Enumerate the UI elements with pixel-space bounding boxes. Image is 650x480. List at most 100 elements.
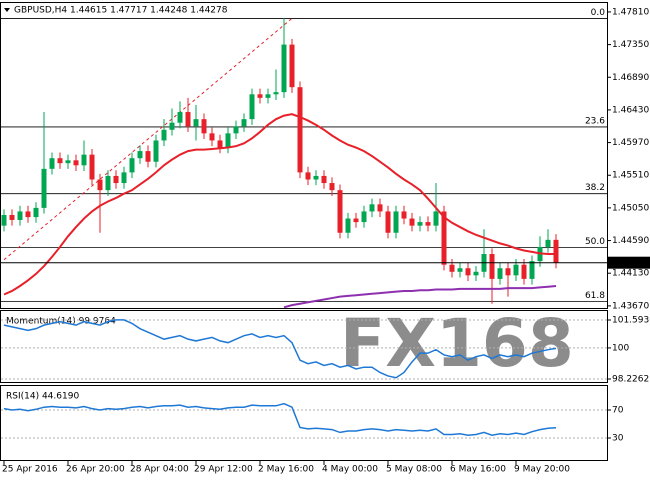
y-tick-label: 30 (612, 434, 624, 444)
fib-label: 0.0 (591, 8, 606, 18)
candle-body (377, 204, 383, 212)
candle-body (265, 94, 271, 98)
candle-body (313, 175, 319, 180)
candle-body (433, 211, 439, 226)
y-tick-label: 70 (612, 406, 624, 416)
candle-body (241, 119, 247, 127)
candle-body (385, 211, 391, 233)
last-price-label: 1.44278 (610, 258, 647, 268)
candle-body (401, 211, 407, 219)
y-tick-label: 1.44590 (612, 236, 649, 246)
rsi-panel (0, 385, 608, 461)
candle-body (193, 119, 199, 127)
candle-body (17, 211, 23, 220)
candle-body (369, 204, 375, 212)
x-tick-label: 2 May 16:00 (258, 465, 314, 475)
indicator-line (3, 113, 556, 296)
candle-body (1, 214, 7, 226)
x-tick-label: 4 May 00:00 (322, 465, 378, 475)
fib-label: 50.0 (585, 237, 605, 247)
candle-body (209, 133, 215, 141)
candle-body (513, 264, 519, 276)
candle-body (217, 140, 223, 148)
candle-body (337, 190, 343, 233)
candle-body (137, 151, 143, 159)
candle-body (305, 172, 311, 180)
candle-body (257, 94, 263, 98)
candle-body (129, 158, 135, 173)
candle-body (57, 158, 63, 164)
y-tick-label: 1.45050 (612, 203, 649, 213)
rsi-title: RSI(14) 44.6190 (6, 392, 79, 402)
candle-body (425, 222, 431, 226)
candle-body (177, 112, 183, 123)
fib-label: 23.6 (585, 116, 605, 126)
candle-body (457, 268, 463, 272)
candle-body (249, 94, 255, 120)
title-arrow (4, 8, 10, 12)
indicator-line (3, 319, 557, 379)
x-tick-label: 26 Apr 20:00 (66, 465, 125, 475)
fib-label: 38.2 (585, 183, 605, 193)
candle-body (329, 183, 335, 191)
watermark: FX168 (340, 305, 574, 382)
candle-body (505, 268, 511, 276)
x-tick-label: 6 May 16:00 (450, 465, 506, 475)
candle-body (473, 271, 479, 276)
candle-body (417, 222, 423, 226)
x-tick-label: 28 Apr 04:00 (130, 465, 189, 475)
main-panel (0, 2, 608, 309)
momentum-panel (0, 310, 608, 383)
candle-body (81, 154, 87, 166)
candle-body (41, 168, 47, 208)
candle-body (361, 211, 367, 223)
x-tick-label: 9 May 20:00 (514, 465, 570, 475)
candle-body (521, 264, 527, 279)
candle-body (25, 211, 31, 218)
fib-label: 61.8 (585, 291, 605, 301)
y-tick-label: 1.43670 (612, 301, 649, 311)
candle-body (289, 44, 295, 88)
candle-body (65, 160, 71, 164)
y-tick-label: 1.46890 (612, 73, 649, 83)
y-tick-label: 1.47810 (612, 7, 649, 17)
candle-body (465, 268, 471, 276)
y-tick-label: 100 (612, 343, 629, 353)
candle-body (161, 129, 167, 141)
y-tick-label: 1.47350 (612, 40, 649, 50)
chart-title: GBPUSD,H4 1.44615 1.47717 1.44248 1.4427… (14, 6, 228, 16)
watermark-layer: FX168 (340, 305, 574, 382)
candle-body (169, 122, 175, 130)
x-tick-label: 25 Apr 2016 (2, 465, 58, 475)
candle-body (489, 254, 495, 279)
candle-body (233, 126, 239, 134)
candle-body (281, 44, 287, 93)
candle-body (105, 175, 111, 191)
candle-body (9, 214, 15, 220)
y-tick-label: 1.45510 (612, 171, 649, 181)
candle-body (121, 172, 127, 184)
y-tick-label: 1.45970 (612, 138, 649, 148)
candle-body (153, 140, 159, 162)
candle-body (297, 87, 303, 173)
candle-body (553, 239, 559, 263)
candle-body (393, 211, 399, 233)
y-tick-label: 1.44130 (612, 269, 649, 279)
y-tick-label: 98.2262 (612, 375, 649, 385)
indicator-line (3, 402, 557, 436)
candle-body (225, 133, 231, 148)
x-tick-label: 29 Apr 12:00 (194, 465, 253, 475)
candle-body (145, 151, 151, 162)
candle-body (353, 218, 359, 223)
candle-body (185, 112, 191, 127)
x-tick-label: 5 May 08:00 (386, 465, 442, 475)
candle-body (321, 175, 327, 184)
candle-body (89, 154, 95, 180)
candle-body (97, 179, 103, 191)
candle-body (497, 268, 503, 279)
trendline (3, 17, 293, 261)
candle-body (113, 175, 119, 184)
last-price-box (608, 256, 650, 269)
y-tick-label: 1.46430 (612, 105, 649, 115)
